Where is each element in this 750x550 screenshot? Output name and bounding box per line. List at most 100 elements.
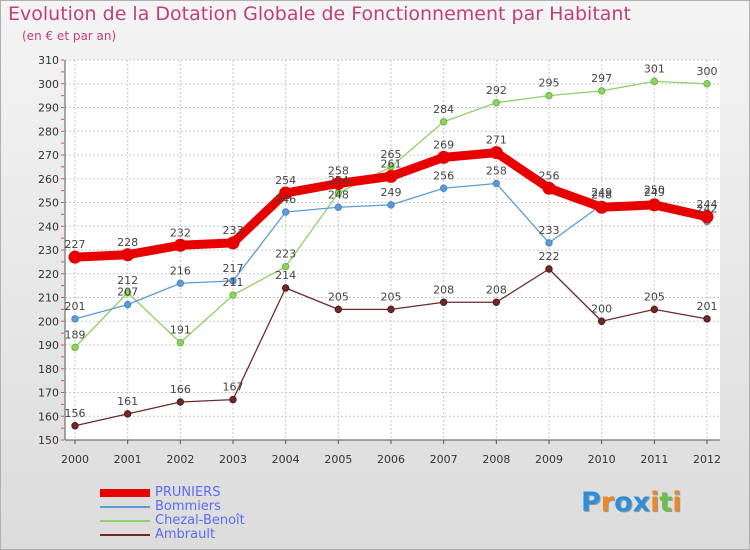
data-label: 208 <box>486 283 507 296</box>
legend-label: Ambrault <box>155 527 216 542</box>
data-label: 214 <box>275 269 296 282</box>
data-point <box>545 239 553 247</box>
x-tick-label: 2012 <box>693 453 721 466</box>
x-tick-label: 2006 <box>377 453 405 466</box>
y-tick-label: 300 <box>38 78 59 91</box>
data-label: 161 <box>117 395 138 408</box>
data-point <box>176 398 185 406</box>
logo-letter: x <box>632 487 651 518</box>
data-point <box>492 99 501 107</box>
x-tick-label: 2010 <box>588 453 616 466</box>
logo-letter: r <box>600 487 615 518</box>
data-point <box>647 198 661 212</box>
data-label: 246 <box>275 193 296 206</box>
legend-swatch <box>100 534 150 536</box>
x-tick-label: 2002 <box>166 453 194 466</box>
y-tick-label: 220 <box>38 268 59 281</box>
data-point <box>439 118 448 126</box>
data-label: 233 <box>223 224 244 237</box>
data-label: 284 <box>433 103 454 116</box>
data-label: 265 <box>381 148 402 161</box>
data-label: 223 <box>275 248 296 261</box>
legend-swatch <box>100 520 150 522</box>
data-label: 258 <box>328 165 349 178</box>
y-tick-label: 160 <box>38 410 59 423</box>
data-point <box>387 201 395 209</box>
y-tick-label: 240 <box>38 220 59 233</box>
data-point <box>703 80 711 88</box>
data-point <box>542 181 556 195</box>
data-point <box>492 179 501 188</box>
data-label: 211 <box>223 276 244 289</box>
data-label: 166 <box>170 383 191 396</box>
legend-swatch <box>100 506 150 508</box>
x-tick-label: 2004 <box>272 453 300 466</box>
data-label: 167 <box>223 381 244 394</box>
logo-letter: i <box>650 487 660 518</box>
data-label: 200 <box>591 302 612 315</box>
y-tick-label: 180 <box>38 363 59 376</box>
data-point <box>279 186 293 200</box>
data-label: 189 <box>65 328 86 341</box>
data-label: 212 <box>117 274 138 287</box>
legend-label: Chezal-Benoît <box>155 513 245 528</box>
data-label: 222 <box>539 250 560 263</box>
data-point <box>595 200 609 214</box>
legend-item: Bommiers <box>100 499 320 514</box>
data-label: 249 <box>381 186 402 199</box>
data-label: 256 <box>539 169 560 182</box>
data-label: 208 <box>433 283 454 296</box>
data-point <box>334 203 343 211</box>
data-label: 201 <box>697 300 718 313</box>
data-point <box>281 262 290 271</box>
data-label: 205 <box>381 290 402 303</box>
data-label: 271 <box>486 134 507 147</box>
data-point <box>597 87 606 95</box>
data-label: 205 <box>644 290 665 303</box>
legend-item: PRUNIERS <box>100 485 320 500</box>
data-point <box>173 238 187 252</box>
data-point <box>387 305 395 314</box>
y-tick-label: 230 <box>38 244 59 257</box>
data-label: 301 <box>644 62 665 75</box>
logo-letter: P <box>581 487 601 518</box>
data-label: 250 <box>644 184 665 197</box>
data-point <box>71 315 79 323</box>
data-point <box>71 422 79 430</box>
data-point <box>229 395 237 404</box>
data-point <box>281 284 290 292</box>
y-tick-label: 310 <box>38 54 59 67</box>
data-point <box>437 150 451 164</box>
proxiti-logo: Proxiti <box>581 487 682 518</box>
y-tick-label: 150 <box>38 434 59 447</box>
data-point <box>439 298 448 306</box>
data-point <box>123 300 132 309</box>
data-label: 233 <box>539 224 560 237</box>
x-tick-label: 2007 <box>430 453 458 466</box>
x-tick-label: 2001 <box>114 453 142 466</box>
y-tick-label: 190 <box>38 339 59 352</box>
x-tick-label: 2009 <box>535 453 563 466</box>
x-tick-label: 2000 <box>61 453 89 466</box>
x-tick-label: 2011 <box>640 453 668 466</box>
data-point <box>123 410 132 418</box>
x-tick-label: 2008 <box>482 453 510 466</box>
data-point <box>176 338 185 347</box>
data-label: 249 <box>591 186 612 199</box>
y-tick-label: 210 <box>38 292 59 305</box>
data-point <box>68 250 82 264</box>
data-label: 242 <box>697 203 718 216</box>
data-label: 269 <box>433 138 454 151</box>
series-chezal-beno-t <box>71 77 711 352</box>
data-point <box>121 248 135 262</box>
data-label: 258 <box>486 165 507 178</box>
logo-letter: o <box>614 487 633 518</box>
data-label: 201 <box>65 300 86 313</box>
y-tick-label: 200 <box>38 315 59 328</box>
data-point <box>492 298 501 306</box>
logo-letter: t <box>659 487 673 518</box>
data-point <box>384 169 398 183</box>
series-ambrault <box>71 265 711 430</box>
data-label: 295 <box>539 77 560 90</box>
